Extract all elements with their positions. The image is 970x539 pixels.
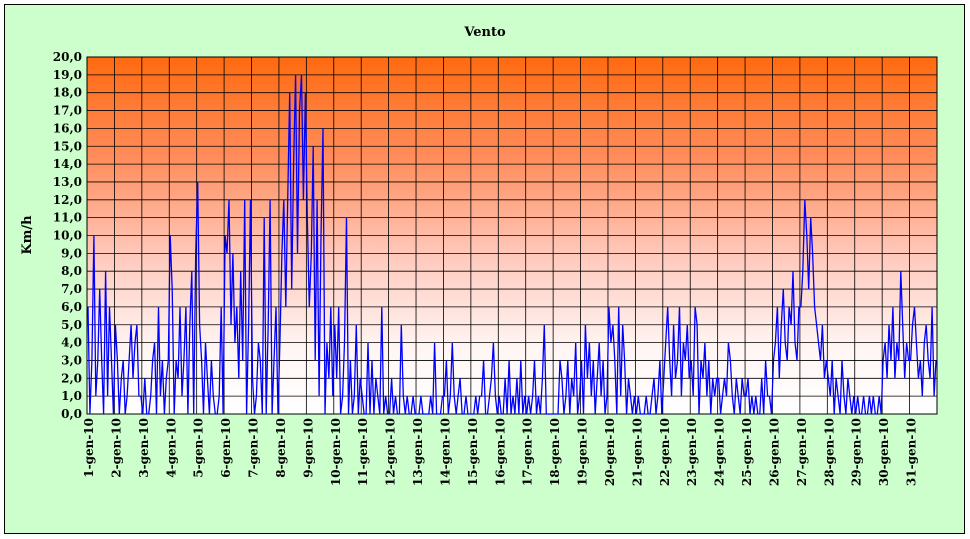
x-tick-label: 3-gen-10 xyxy=(137,418,151,478)
x-tick-label: 5-gen-10 xyxy=(192,418,206,478)
y-tick-label: 6,0 xyxy=(61,300,82,314)
x-tick-label: 15-gen-10 xyxy=(466,418,480,486)
y-tick-label: 19,0 xyxy=(53,68,82,82)
chart-svg: Vento Km/h 0,0 1,0 2,0 3,0 4,0 5,0 6,0 7,0 8,0 9,… xyxy=(20,25,938,486)
grid-lines xyxy=(86,56,938,415)
chart-title: Vento xyxy=(463,25,506,40)
x-tick-label: 28-gen-10 xyxy=(822,418,836,486)
y-tick-label: 18,0 xyxy=(53,86,82,100)
y-tick-label: 15,0 xyxy=(53,139,82,153)
y-tick-labels: 0,0 1,0 2,0 3,0 4,0 5,0 6,0 7,0 8,0 9,0 10,0 11,0 12… xyxy=(53,50,82,421)
x-tick-label: 10-gen-10 xyxy=(329,418,343,486)
x-tick-label: 19-gen-10 xyxy=(576,418,590,486)
y-tick-label: 10,0 xyxy=(53,229,82,243)
x-tick-label: 11-gen-10 xyxy=(356,418,370,486)
x-tick-label: 16-gen-10 xyxy=(493,418,507,486)
x-tick-label: 22-gen-10 xyxy=(658,418,672,486)
y-tick-label: 17,0 xyxy=(53,104,82,118)
x-tick-label: 8-gen-10 xyxy=(274,418,288,478)
x-tick-labels: 1-gen-10 2-gen-10 3-gen-10 4-gen-10 5-gen-10… xyxy=(82,418,919,486)
x-tick-label: 29-gen-10 xyxy=(850,418,864,486)
y-tick-label: 13,0 xyxy=(53,175,82,189)
x-tick-label: 20-gen-10 xyxy=(603,418,617,486)
x-tick-label: 31-gen-10 xyxy=(905,418,919,486)
x-tick-label: 1-gen-10 xyxy=(82,418,96,478)
x-tick-label: 24-gen-10 xyxy=(713,418,727,486)
x-tick-label: 17-gen-10 xyxy=(521,418,535,486)
x-tick-label: 30-gen-10 xyxy=(877,418,891,486)
x-tick-label: 21-gen-10 xyxy=(630,418,644,486)
y-tick-label: 20,0 xyxy=(53,50,82,64)
y-tick-label: 12,0 xyxy=(53,193,82,207)
y-tick-label: 7,0 xyxy=(61,282,82,296)
x-tick-label: 26-gen-10 xyxy=(767,418,781,486)
x-tick-label: 14-gen-10 xyxy=(438,418,452,486)
x-tick-label: 2-gen-10 xyxy=(109,418,123,478)
y-tick-label: 8,0 xyxy=(61,264,82,278)
y-tick-label: 11,0 xyxy=(53,211,82,225)
x-tick-label: 25-gen-10 xyxy=(740,418,754,486)
chart-frame: Vento Km/h 0,0 1,0 2,0 3,0 4,0 5,0 6,0 7,0 8,0 9,… xyxy=(4,4,965,534)
x-tick-label: 12-gen-10 xyxy=(384,418,398,486)
x-tick-label: 18-gen-10 xyxy=(548,418,562,486)
y-tick-label: 14,0 xyxy=(53,157,82,171)
y-tick-label: 9,0 xyxy=(61,246,82,260)
y-tick-label: 1,0 xyxy=(61,389,82,403)
x-tick-label: 13-gen-10 xyxy=(411,418,425,486)
x-tick-label: 23-gen-10 xyxy=(685,418,699,486)
y-tick-label: 2,0 xyxy=(61,371,82,385)
x-tick-label: 7-gen-10 xyxy=(247,418,261,478)
x-tick-label: 4-gen-10 xyxy=(164,418,178,478)
x-tick-label: 6-gen-10 xyxy=(219,418,233,478)
y-tick-label: 0,0 xyxy=(61,407,82,421)
y-tick-label: 16,0 xyxy=(53,121,82,135)
x-tick-label: 27-gen-10 xyxy=(795,418,809,486)
y-tick-label: 5,0 xyxy=(61,318,82,332)
y-tick-label: 4,0 xyxy=(61,336,82,350)
y-axis-label: Km/h xyxy=(20,215,35,255)
series-line xyxy=(87,74,937,415)
x-tick-label: 9-gen-10 xyxy=(301,418,315,478)
y-tick-label: 3,0 xyxy=(61,353,82,367)
series-group xyxy=(87,74,937,415)
